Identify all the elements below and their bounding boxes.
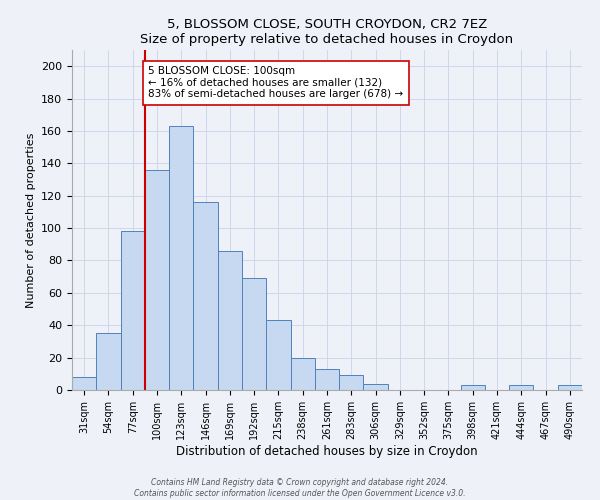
Bar (72, 377, 96, 390)
Y-axis label: Number of detached properties: Number of detached properties (26, 132, 35, 308)
Bar (193, 202, 218, 390)
Bar (315, 369, 339, 390)
Text: Contains HM Land Registry data © Crown copyright and database right 2024.
Contai: Contains HM Land Registry data © Crown c… (134, 478, 466, 498)
Bar (96, 334, 121, 390)
Bar (364, 384, 388, 390)
Bar (218, 251, 242, 390)
Bar (145, 170, 169, 390)
X-axis label: Distribution of detached houses by size in Croydon: Distribution of detached houses by size … (176, 444, 478, 458)
Text: 5 BLOSSOM CLOSE: 100sqm
← 16% of detached houses are smaller (132)
83% of semi-d: 5 BLOSSOM CLOSE: 100sqm ← 16% of detache… (149, 66, 404, 100)
Bar (169, 126, 193, 390)
Title: 5, BLOSSOM CLOSE, SOUTH CROYDON, CR2 7EZ
Size of property relative to detached h: 5, BLOSSOM CLOSE, SOUTH CROYDON, CR2 7EZ… (140, 18, 514, 46)
Bar (509, 385, 533, 390)
Bar (461, 385, 485, 390)
Bar (242, 278, 266, 390)
Bar (121, 232, 145, 390)
Bar (266, 320, 290, 390)
Bar (558, 385, 582, 390)
Bar (339, 376, 364, 390)
Bar (290, 358, 315, 390)
